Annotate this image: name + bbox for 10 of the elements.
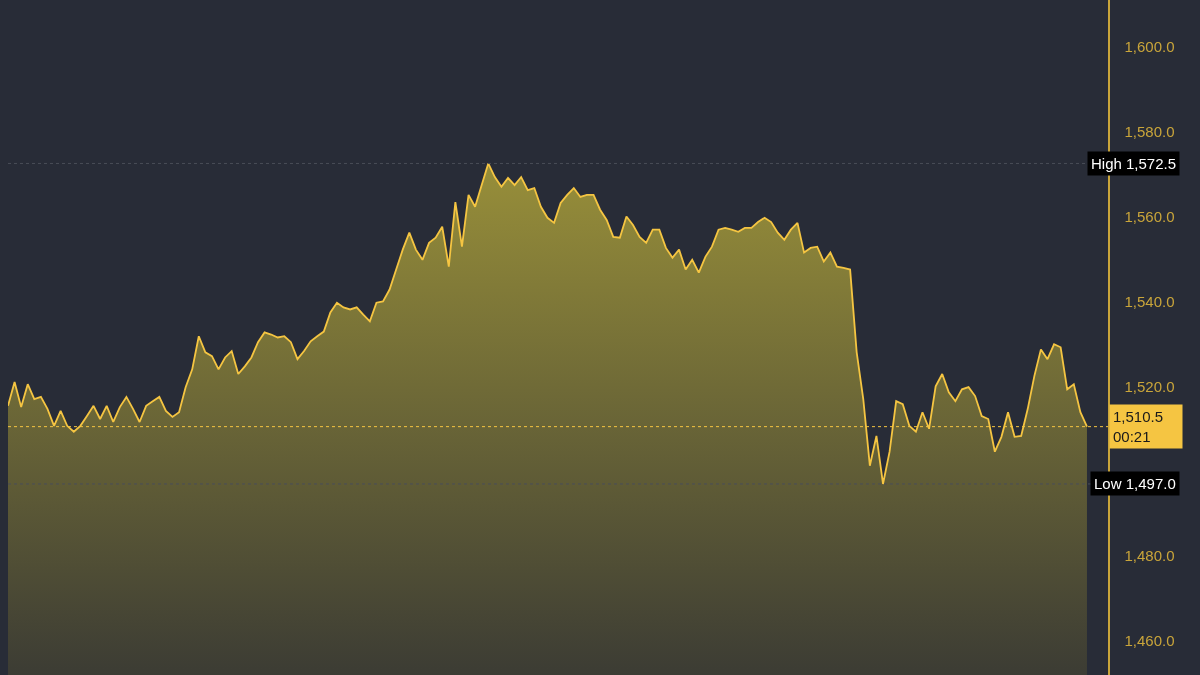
y-tick-label: 1,460.0 — [1124, 632, 1175, 650]
ref-line-label: 1,510.5 00:21 — [1113, 408, 1164, 445]
y-tick-label: 1,520.0 — [1124, 377, 1175, 395]
ref-line-label: High 1,572.5 — [1091, 155, 1177, 172]
y-tick-label: 1,480.0 — [1124, 547, 1175, 565]
ref-line-label: Low 1,497.0 — [1094, 475, 1176, 492]
y-tick-label: 1,600.0 — [1124, 37, 1175, 55]
y-tick-label: 1,580.0 — [1124, 122, 1175, 140]
y-tick-label: 1,540.0 — [1124, 292, 1175, 310]
y-tick-label: 1,560.0 — [1124, 207, 1175, 225]
